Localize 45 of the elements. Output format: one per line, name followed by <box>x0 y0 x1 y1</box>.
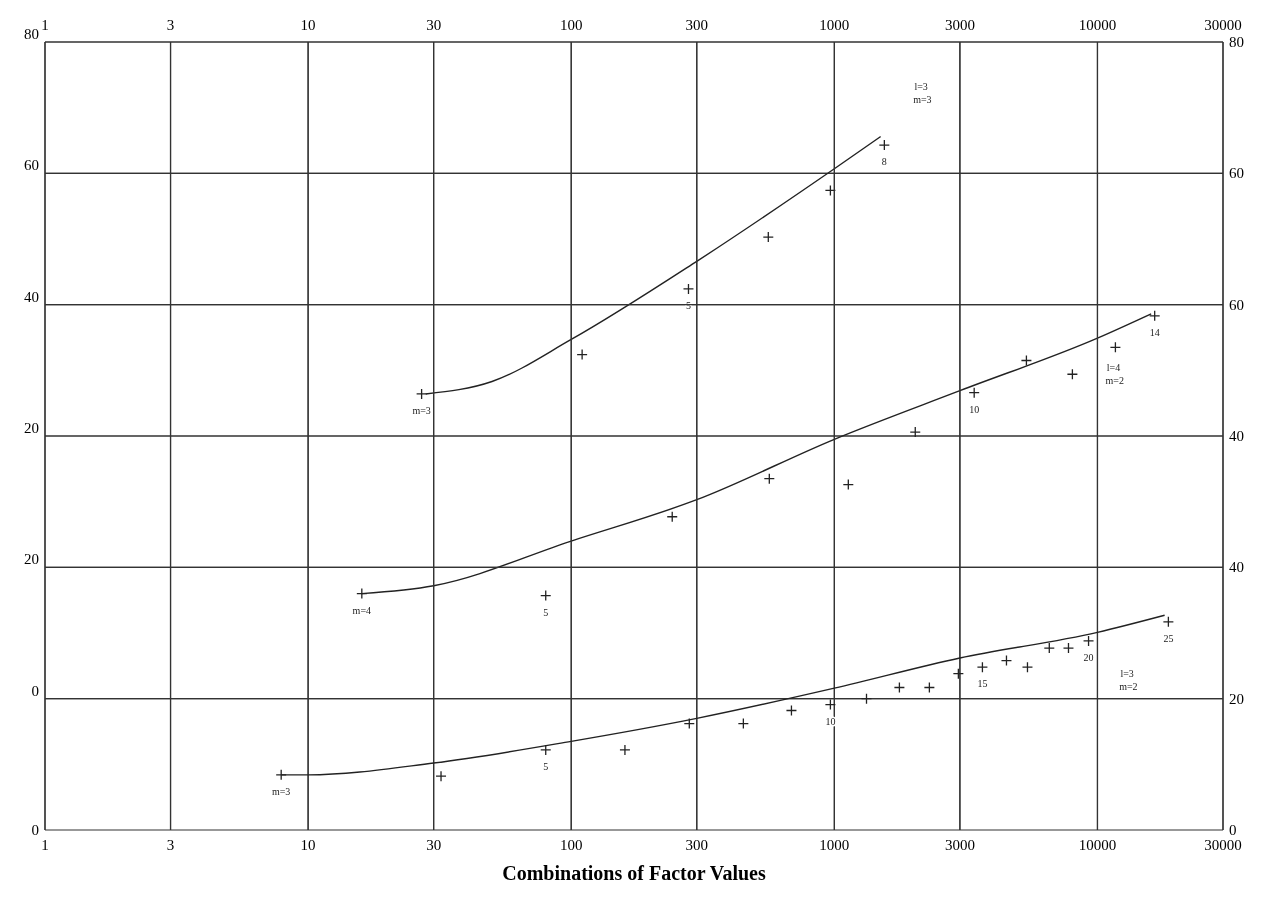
annotation: 15 <box>977 678 988 690</box>
annotation: 14 <box>1149 326 1160 338</box>
annotation: 10 <box>969 403 980 415</box>
text: l=3 m=3 <box>913 81 932 106</box>
x-tick-label: 3000 <box>944 17 975 33</box>
y-tick-label: 20 <box>1229 690 1244 707</box>
annotation: m=3 <box>412 404 431 416</box>
x-tick-label: 3 <box>166 17 175 33</box>
annotation: 5 <box>543 760 549 772</box>
x-axis-title: Combinations of Factor Values <box>502 862 766 884</box>
annotation: 25 <box>1163 632 1174 644</box>
x-tick-label: 10 <box>300 17 316 33</box>
x-tick-label: 300 <box>685 837 709 853</box>
x-tick-label: 30000 <box>1204 17 1242 33</box>
text: l=3 m=2 <box>1119 667 1138 692</box>
x-tick-label: 1 <box>41 837 49 853</box>
y-tick-label: 40 <box>24 288 39 305</box>
x-tick-label: 100 <box>559 837 583 853</box>
annotation: m=4 <box>352 604 372 616</box>
x-tick-label: 1 <box>41 17 49 33</box>
annotation: 5 <box>543 606 549 618</box>
x-tick-label: 100 <box>559 17 583 33</box>
x-tick-label: 1000 <box>819 837 850 853</box>
x-tick-label: 1000 <box>819 17 850 33</box>
annotation: 8 <box>881 156 887 168</box>
x-tick-label: 30 <box>426 17 442 33</box>
y-tick-label: 0 <box>31 682 39 699</box>
y-tick-label: 0 <box>1229 822 1237 838</box>
x-tick-label: 10000 <box>1078 837 1117 853</box>
series-label: l=4 m=2 <box>1105 361 1124 386</box>
annotation: 20 <box>1083 651 1094 663</box>
x-tick-label: 10000 <box>1078 17 1117 33</box>
annotation: 5 <box>685 299 691 311</box>
x-tick-label: 30 <box>426 837 442 853</box>
x-tick-label: 10 <box>300 837 316 853</box>
annotation: m=3 <box>271 785 291 797</box>
x-tick-label: 3000 <box>944 837 975 853</box>
y-tick-label: 20 <box>24 551 39 568</box>
y-tick-label: 40 <box>1229 559 1244 576</box>
x-tick-label: 30000 <box>1204 837 1242 853</box>
y-tick-label: 80 <box>24 26 39 42</box>
y-tick-label: 60 <box>24 157 39 174</box>
x-tick-label: 3 <box>166 837 175 853</box>
y-tick-label: 20 <box>24 420 39 436</box>
x-tick-label: 300 <box>685 17 709 33</box>
